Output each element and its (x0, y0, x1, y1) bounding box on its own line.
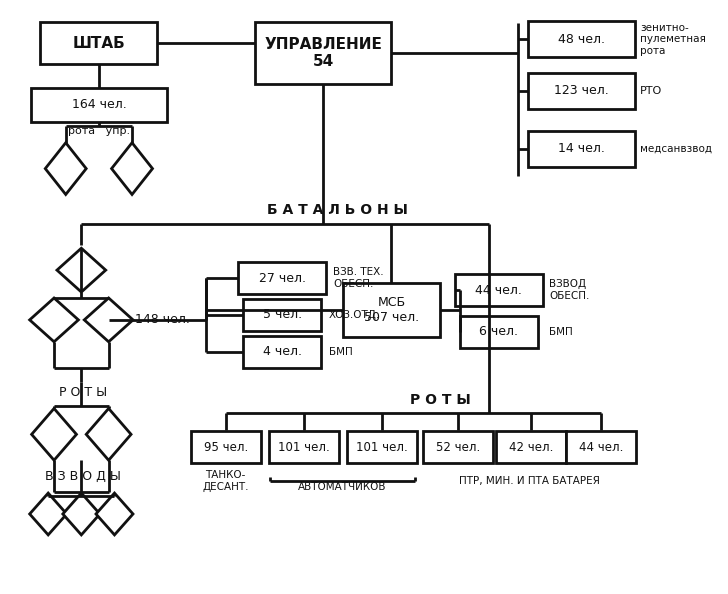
Polygon shape (57, 248, 106, 292)
FancyBboxPatch shape (566, 431, 636, 463)
Text: зенитно-
пулеметная
рота: зенитно- пулеметная рота (640, 23, 706, 56)
Text: ПТР, МИН. И ПТА БАТАРЕЯ: ПТР, МИН. И ПТА БАТАРЕЯ (459, 476, 601, 486)
Text: УПРАВЛЕНИЕ
54: УПРАВЛЕНИЕ 54 (264, 37, 382, 69)
FancyBboxPatch shape (347, 431, 416, 463)
Text: ВЗВОД
ОБЕСП.: ВЗВОД ОБЕСП. (550, 279, 590, 301)
Text: рота   упр.: рота упр. (68, 126, 130, 136)
Text: Р О Т Ы: Р О Т Ы (410, 393, 470, 406)
Text: 164 чел.: 164 чел. (71, 99, 126, 112)
Polygon shape (31, 409, 76, 460)
Text: 52 чел.: 52 чел. (435, 441, 480, 454)
Text: 148 чел.: 148 чел. (135, 314, 190, 326)
Text: 4 чел.: 4 чел. (263, 345, 301, 358)
FancyBboxPatch shape (422, 431, 493, 463)
FancyBboxPatch shape (343, 283, 440, 337)
Polygon shape (86, 409, 131, 460)
Text: БМП: БМП (329, 347, 353, 357)
Text: БМП: БМП (550, 327, 573, 337)
Text: 14 чел.: 14 чел. (558, 142, 605, 155)
FancyBboxPatch shape (528, 21, 635, 57)
Polygon shape (84, 298, 133, 342)
Text: ШТАБ: ШТАБ (73, 36, 125, 50)
Text: 6 чел.: 6 чел. (479, 326, 518, 339)
Text: 44 чел.: 44 чел. (579, 441, 623, 454)
FancyBboxPatch shape (269, 431, 339, 463)
Text: ТАНКО-
ДЕСАНТ.: ТАНКО- ДЕСАНТ. (202, 470, 249, 492)
FancyBboxPatch shape (528, 131, 635, 166)
FancyBboxPatch shape (40, 23, 157, 64)
FancyBboxPatch shape (243, 299, 321, 331)
FancyBboxPatch shape (455, 274, 542, 306)
Text: ВЗВ. ТЕХ.
ОБЕСП.: ВЗВ. ТЕХ. ОБЕСП. (333, 267, 384, 289)
FancyBboxPatch shape (528, 73, 635, 109)
Text: МСБ
507 чел.: МСБ 507 чел. (364, 296, 419, 324)
Text: 101 чел.: 101 чел. (278, 441, 330, 454)
Polygon shape (63, 493, 100, 535)
FancyBboxPatch shape (31, 88, 167, 122)
FancyBboxPatch shape (191, 431, 261, 463)
Text: Р О Т Ы: Р О Т Ы (59, 386, 107, 399)
Text: Б А Т А Л Ь О Н Ы: Б А Т А Л Ь О Н Ы (267, 203, 408, 217)
Text: 27 чел.: 27 чел. (258, 271, 306, 285)
Text: медсанвзвод: медсанвзвод (640, 144, 712, 154)
Text: АВТОМАТЧИКОВ: АВТОМАТЧИКОВ (298, 482, 387, 492)
Polygon shape (45, 143, 86, 194)
Text: 123 чел.: 123 чел. (554, 84, 609, 97)
FancyBboxPatch shape (238, 262, 326, 294)
Polygon shape (30, 298, 79, 342)
Text: 44 чел.: 44 чел. (475, 283, 522, 296)
Polygon shape (96, 493, 133, 535)
Text: В З В О Д Ы: В З В О Д Ы (45, 470, 122, 483)
Text: 42 чел.: 42 чел. (509, 441, 553, 454)
Text: 5 чел.: 5 чел. (263, 308, 301, 321)
Text: 101 чел.: 101 чел. (356, 441, 408, 454)
Text: РТО: РТО (640, 86, 662, 96)
Text: 95 чел.: 95 чел. (204, 441, 248, 454)
Polygon shape (30, 493, 67, 535)
FancyBboxPatch shape (255, 23, 392, 84)
FancyBboxPatch shape (459, 316, 538, 347)
FancyBboxPatch shape (496, 431, 566, 463)
Polygon shape (111, 143, 152, 194)
FancyBboxPatch shape (243, 336, 321, 368)
Text: ХОЗ.ОТД.: ХОЗ.ОТД. (329, 310, 380, 320)
Text: 48 чел.: 48 чел. (558, 33, 605, 46)
